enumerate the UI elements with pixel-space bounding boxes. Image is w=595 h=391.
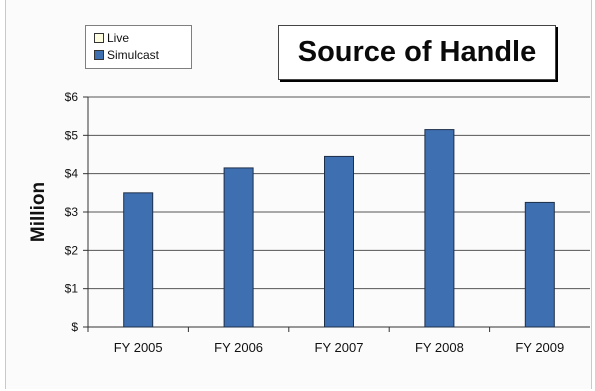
x-tick-label: FY 2008 <box>415 340 464 355</box>
bar-simulcast <box>223 167 254 328</box>
legend-label-simulcast: Simulcast <box>107 48 160 62</box>
bar-simulcast <box>524 201 555 328</box>
legend-label-live: Live <box>107 31 130 45</box>
legend-item-live: Live <box>94 30 129 46</box>
y-tick-label: $4 <box>65 167 79 181</box>
x-tick-label: FY 2005 <box>114 340 163 355</box>
y-tick-label: $6 <box>65 90 79 104</box>
legend-swatch-live <box>94 33 104 43</box>
bar-simulcast <box>324 155 354 328</box>
chart-title: Source of Handle <box>297 36 537 68</box>
x-tick-label: FY 2006 <box>214 340 263 355</box>
y-tick-label: $1 <box>65 282 79 296</box>
chart-title-box: Source of Handle <box>278 25 556 80</box>
x-tick-label: FY 2009 <box>515 340 564 355</box>
y-tick-label: $2 <box>65 243 79 257</box>
legend-item-simulcast: Simulcast <box>94 47 159 63</box>
bar-simulcast <box>424 129 455 328</box>
legend-swatch-simulcast <box>94 50 104 60</box>
y-tick-label: $3 <box>65 205 79 219</box>
x-tick-label: FY 2007 <box>315 340 364 355</box>
legend: Live Simulcast <box>85 25 192 69</box>
y-axis-label: Million <box>28 182 49 242</box>
y-tick-label: $5 <box>65 128 79 142</box>
bar-simulcast <box>123 192 154 328</box>
y-tick-label: $ <box>71 320 78 334</box>
